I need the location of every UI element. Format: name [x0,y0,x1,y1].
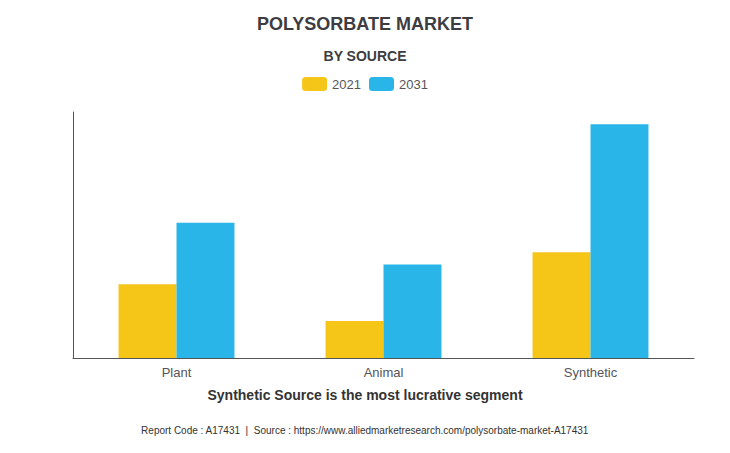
svg-text:Animal: Animal [364,365,404,380]
svg-text:2021: 2021 [332,77,361,92]
svg-text:POLYSORBATE MARKET: POLYSORBATE MARKET [257,14,473,34]
svg-text:BY SOURCE: BY SOURCE [324,48,407,64]
svg-text:Report Code : A17431 | Sourc: Report Code : A17431 | Source : https://… [141,425,589,436]
svg-text:Synthetic Source is the most l: Synthetic Source is the most lucrative s… [207,387,522,403]
svg-text:Synthetic: Synthetic [564,365,618,380]
svg-text:Plant: Plant [162,365,192,380]
svg-text:2031: 2031 [399,77,428,92]
